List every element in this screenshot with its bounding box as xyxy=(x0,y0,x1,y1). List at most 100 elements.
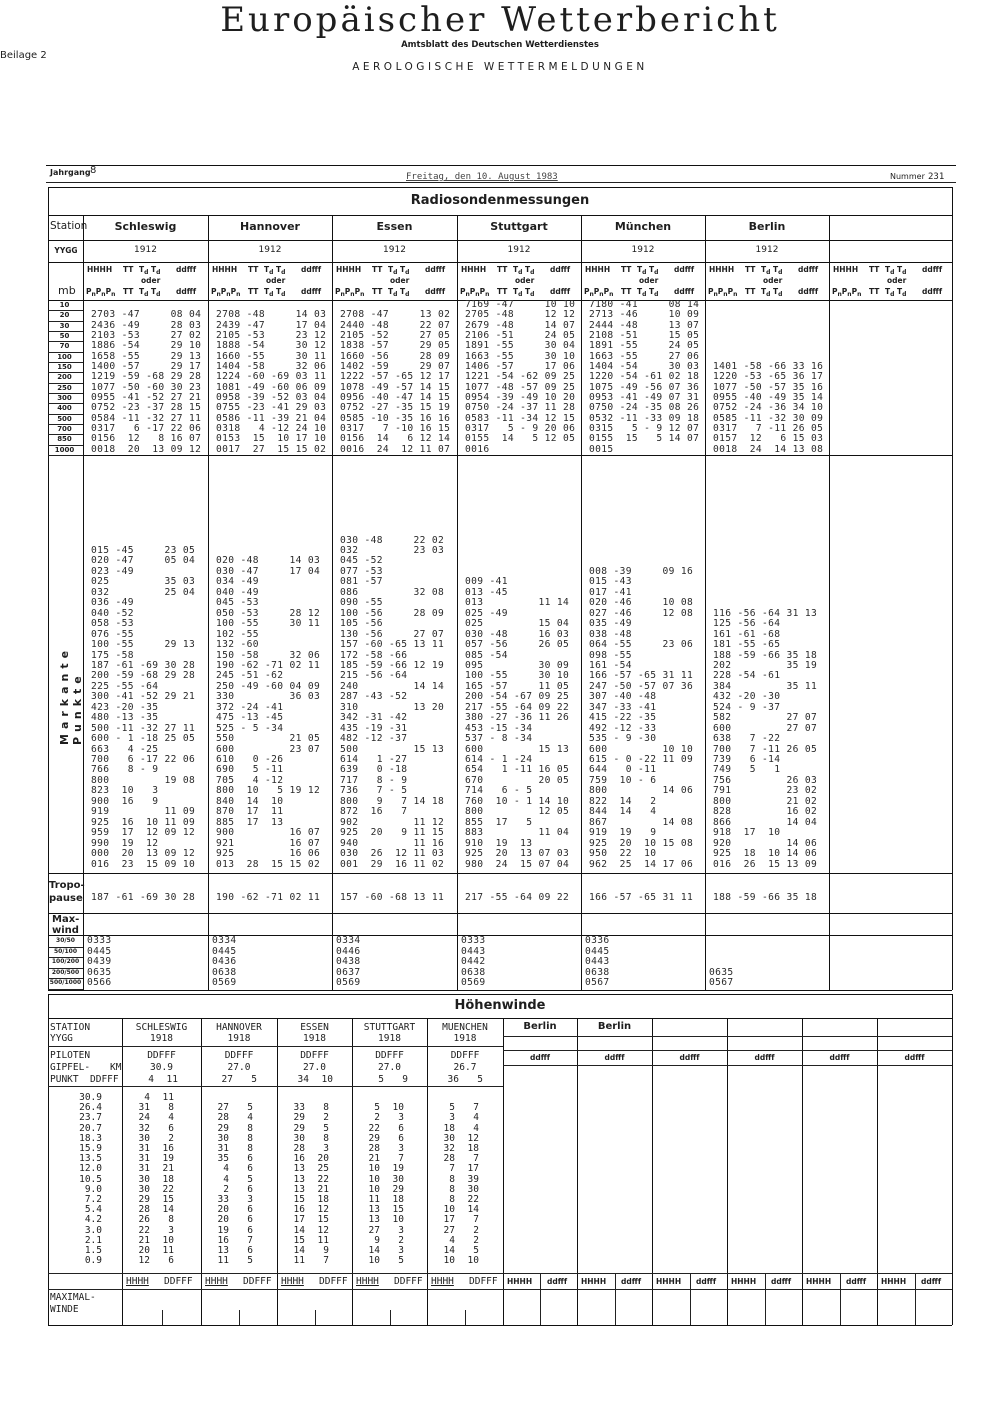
standard-level-row: 0953 -41 -49 07 31 xyxy=(589,392,700,403)
column-divider xyxy=(581,215,582,990)
significant-point-row: 032 25 04 xyxy=(91,586,196,598)
wind-direction: 32 xyxy=(138,1122,150,1134)
col-tt: TT xyxy=(621,265,632,274)
wind-speed: 6 xyxy=(247,1204,253,1216)
wind-speed: 5 xyxy=(247,1102,253,1114)
col-hhhh: HHHH xyxy=(212,265,238,274)
standard-level-row: 1658 -55 29 13 xyxy=(91,350,202,362)
gipfel-dd: 34 xyxy=(297,1074,309,1085)
standard-level-row: 1888 -54 30 12 xyxy=(216,340,327,352)
significant-point-row: 925 16 10 11 09 xyxy=(91,816,196,828)
wind-speed: 19 xyxy=(162,1153,174,1165)
standard-level-row: 2108 -51 15 05 xyxy=(589,330,700,341)
wind-speed: 6 xyxy=(168,1122,174,1134)
significant-point-row: 095 30 09 xyxy=(465,659,570,671)
maxwind-hhhh-header: HHHH xyxy=(431,1276,454,1287)
col-oder: oder xyxy=(515,276,535,285)
col-hhhh: HHHH xyxy=(833,265,859,274)
td-subscript: d xyxy=(393,269,398,276)
significant-point-row: 240 14 14 xyxy=(340,680,445,692)
standard-level-row: 2105 -52 27 05 xyxy=(340,330,451,341)
td-subscript: d xyxy=(902,269,907,276)
wind-height: 13.5 xyxy=(79,1153,102,1165)
wind-speed: 8 xyxy=(247,1143,253,1154)
td-symbol: T xyxy=(773,265,779,274)
column-divider xyxy=(914,1273,916,1325)
significant-point-row: 910 19 13 xyxy=(465,837,533,849)
col-tdtd: Td Td xyxy=(513,287,534,298)
standard-level-row: 1222 -57 -65 12 17 xyxy=(340,371,451,383)
wind-speed: 10 xyxy=(392,1214,404,1226)
significant-point-row: 925 20 10 15 08 xyxy=(589,837,694,849)
standard-level-row: 1406 -57 17 06 xyxy=(465,361,576,372)
wind-extra-ddfff: ddfff xyxy=(604,1053,625,1062)
label-max: Max- xyxy=(52,914,80,925)
wind-direction: 22 xyxy=(368,1122,380,1134)
wind-speed: 30 xyxy=(392,1173,404,1185)
wind-ddfff-label: DDFFF xyxy=(147,1050,176,1061)
significant-point-row: 962 25 14 17 06 xyxy=(589,858,694,870)
td-subscript: d xyxy=(890,269,895,276)
wind-direction: 20 xyxy=(217,1214,229,1226)
significant-point-row: 190 -62 -71 02 11 xyxy=(216,659,321,671)
significant-point-row: 040 -52 xyxy=(91,607,134,619)
masthead-title: Europäischer Wetterbericht xyxy=(220,0,780,40)
label-station: Station xyxy=(50,220,88,232)
wind-direction: 26 xyxy=(138,1214,150,1226)
column-divider xyxy=(829,215,830,990)
wind-direction: 10 xyxy=(368,1183,380,1195)
label-ddfff: DDFFF xyxy=(90,1074,119,1085)
wind-direction: 20 xyxy=(138,1245,150,1256)
rule-line xyxy=(48,994,952,995)
significant-point-row: 217 -55 -64 09 22 xyxy=(465,701,570,713)
wind-speed: 25 xyxy=(317,1163,329,1175)
rule-line xyxy=(48,310,83,312)
significant-point-row: 098 -55 xyxy=(589,649,632,661)
wind-speed: 3 xyxy=(247,1194,253,1205)
significant-point-row: 045 -52 xyxy=(340,555,383,567)
td-symbol: T xyxy=(276,265,282,274)
wind-direction: 14 xyxy=(443,1245,455,1256)
significant-point-row: 100 -56 28 09 xyxy=(340,607,445,619)
standard-level-row: 1401 -58 -66 33 16 xyxy=(713,361,824,372)
wind-direction: 18 xyxy=(443,1122,455,1134)
standard-level-row: 0958 -39 -52 03 04 xyxy=(216,392,327,403)
significant-point-row: 034 -49 xyxy=(216,576,259,588)
standard-level-row: 2106 -51 24 05 xyxy=(465,330,576,341)
issue-date: Freitag, den 10. August 1983 xyxy=(406,172,558,182)
significant-point-row: 001 29 16 11 02 xyxy=(340,858,445,870)
standard-level-row: 1221 -54 -62 09 25 xyxy=(465,371,576,383)
wind-speed: 11 xyxy=(317,1234,329,1246)
label-punkt: PUNKT xyxy=(50,1074,79,1085)
col-ddfff: ddfff xyxy=(176,265,197,274)
rule-line xyxy=(48,262,952,263)
gipfel-dd: 36 xyxy=(447,1074,459,1085)
maxwind-ddfff-header: DDFFF xyxy=(164,1276,193,1287)
wind-speed: 21 xyxy=(162,1163,174,1175)
significant-point-row: 287 -43 -52 xyxy=(340,691,408,703)
significant-point-row: 638 7 -22 xyxy=(713,733,781,745)
significant-point-row: 550 21 05 xyxy=(216,733,321,745)
document-page: Europäischer Wetterbericht Amtsblatt des … xyxy=(0,0,1000,1326)
td-subscript: d xyxy=(766,269,771,276)
pn-symbol: P xyxy=(469,287,476,296)
wind-station-name: HANNOVER xyxy=(216,1022,262,1033)
pn-subscript: n xyxy=(216,291,221,298)
significant-point-row: 535 - 9 -30 xyxy=(589,733,657,745)
significant-point-row: 030 -48 22 02 xyxy=(340,534,445,546)
significant-point-row: 380 -27 -36 11 26 xyxy=(465,712,570,724)
pn-symbol: P xyxy=(335,287,341,296)
significant-point-row: 990 19 12 xyxy=(91,837,159,849)
rule-line xyxy=(48,341,83,343)
pn-symbol: P xyxy=(717,287,724,296)
td-symbol: T xyxy=(649,287,655,296)
rule-line xyxy=(48,455,83,456)
col-ddfff2: ddfff xyxy=(798,287,819,296)
significant-point-row: 023 -49 xyxy=(91,565,134,577)
significant-point-row: 582 27 07 xyxy=(713,712,818,724)
wind-direction: 15 xyxy=(293,1194,305,1205)
wind-direction: 14 xyxy=(293,1245,305,1256)
significant-point-row: 482 -12 -37 xyxy=(340,733,408,745)
standard-level-row: 0315 5 - 9 12 07 xyxy=(589,423,700,434)
wind-speed: 7 xyxy=(473,1102,479,1114)
